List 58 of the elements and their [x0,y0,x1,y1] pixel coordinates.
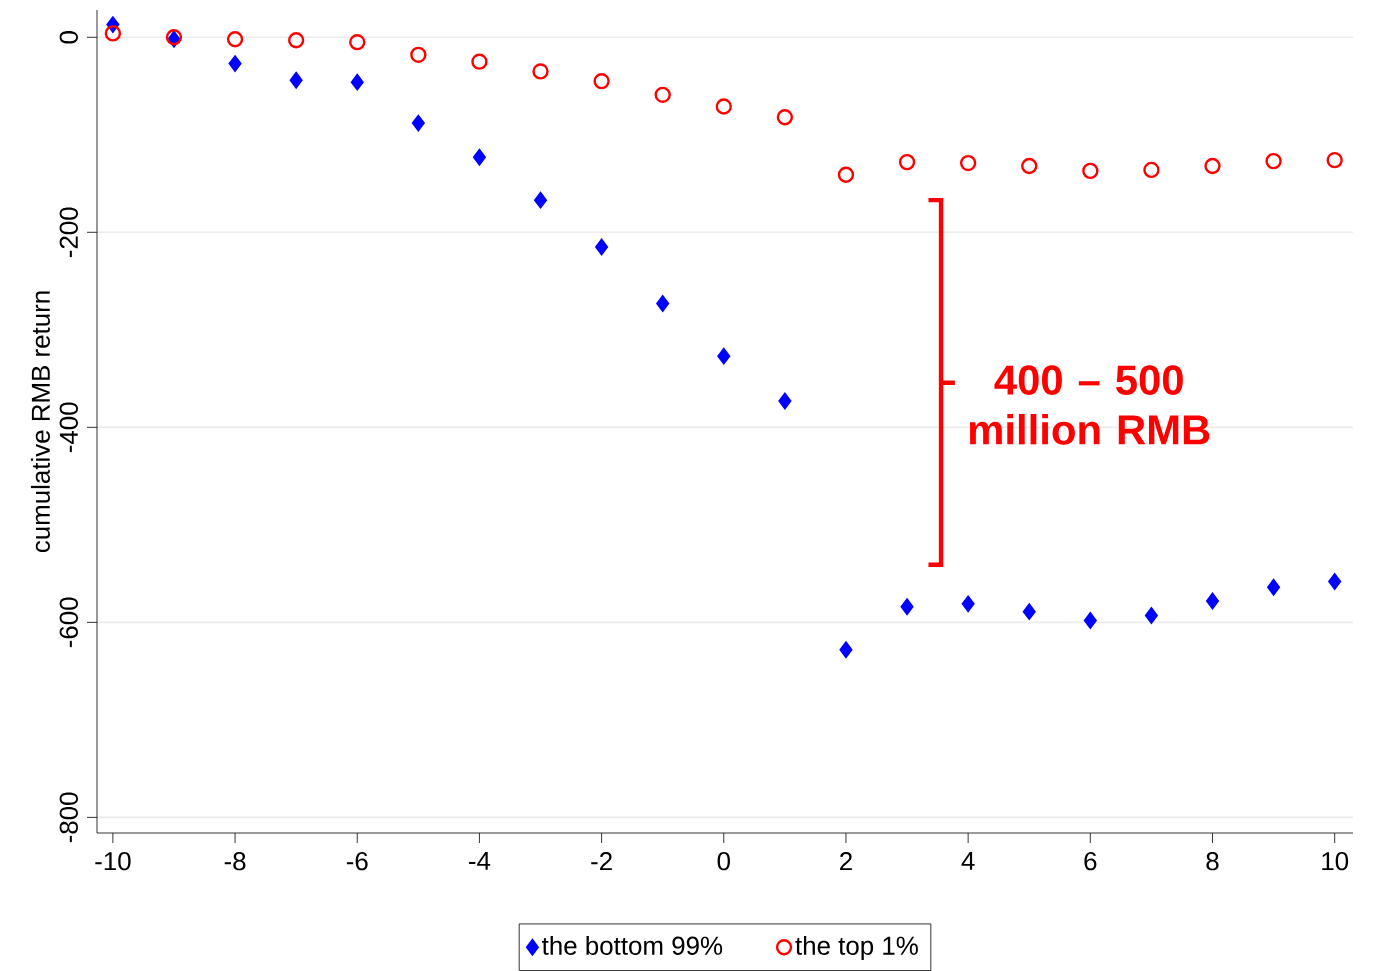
point [471,53,488,70]
point [534,191,547,209]
x-tick-label: -10 [95,852,131,871]
point [715,98,732,115]
x-tick-label: 8 [1206,852,1219,871]
point [1021,157,1038,175]
point [654,86,671,104]
x-tick-label: 6 [1084,852,1097,871]
legend-label: the top 1% [795,935,918,961]
point [532,63,549,80]
x-tick-label: -8 [224,852,246,871]
point [837,166,855,183]
point [1265,152,1282,170]
point [473,149,486,166]
point [1143,161,1160,179]
y-tick-label: 0 [59,31,78,44]
point [1206,592,1219,610]
point [228,55,242,72]
point [289,72,303,89]
x-tick-label: 0 [717,852,730,871]
y-tick-label: -800 [59,792,78,843]
point [898,153,916,171]
point [593,73,610,90]
point [104,25,122,42]
x-tick-label: 4 [961,852,975,870]
x-tick-label: -2 [591,852,612,871]
x-tick-label: 10 [1322,852,1349,871]
point [411,114,425,132]
point [778,392,792,410]
point [1144,607,1158,624]
point [1267,579,1281,596]
y-tick-label: -600 [59,597,78,648]
annotation: 400 – 500 million RMB [969,365,1210,445]
point [961,595,975,613]
y-tick-label: -400 [59,402,78,453]
point [900,598,914,615]
point [959,154,977,172]
x-tick-label: -6 [346,852,368,871]
point [595,238,609,256]
point [410,46,427,64]
x-tick-label: 2 [840,852,852,871]
point [350,73,364,91]
point [287,32,305,49]
legend-label: the bottom 99% [542,935,723,955]
point [839,641,853,658]
point [349,34,366,51]
point [1083,612,1097,629]
y-axis-title: cumulative RMB return [30,291,50,553]
point [776,109,794,126]
point [1082,162,1099,180]
point [1022,603,1036,620]
point [717,348,731,365]
point [656,295,670,312]
x-tick-label: -4 [469,852,491,870]
point [226,31,244,48]
y-tick-label: -200 [59,207,78,258]
point [1326,151,1343,169]
point [1204,157,1221,175]
